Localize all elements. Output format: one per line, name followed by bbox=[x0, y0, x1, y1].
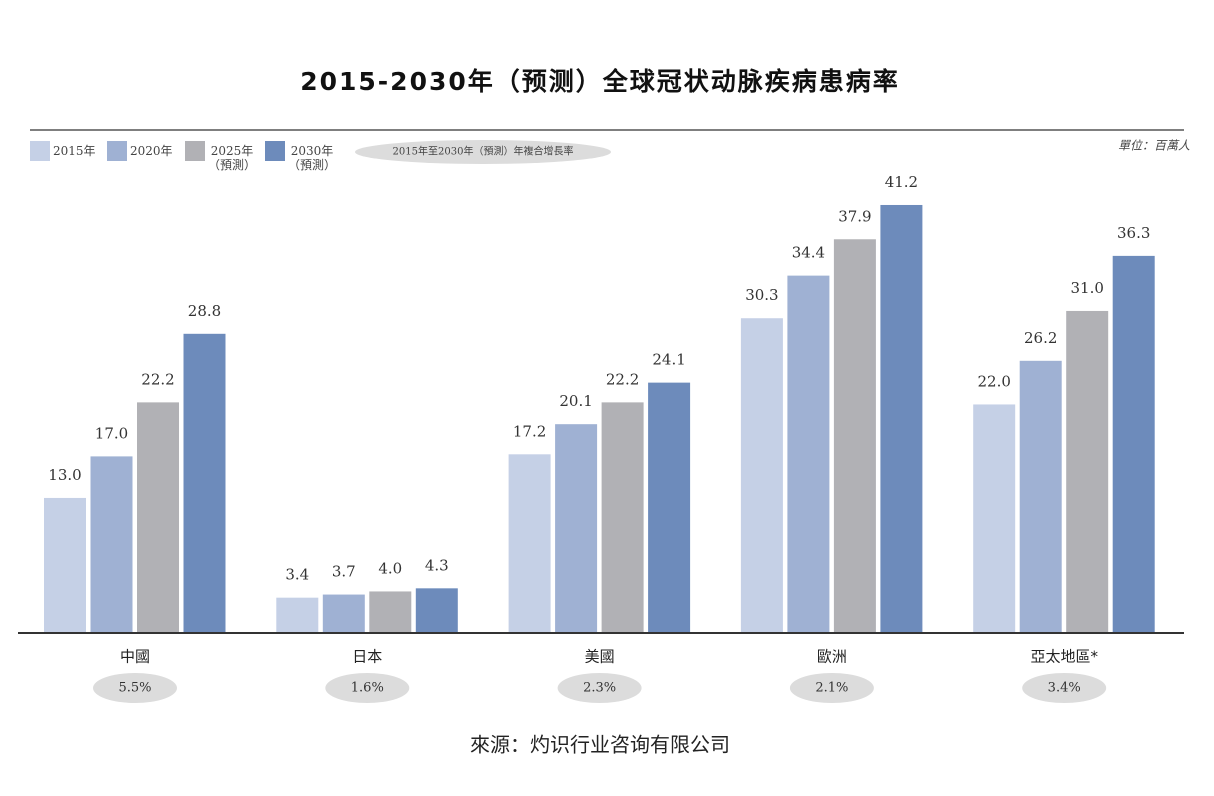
data-label: 17.0 bbox=[95, 424, 128, 442]
data-label: 37.9 bbox=[838, 207, 871, 225]
cagr-legend: 2015年至2030年（預測）年複合增長率 bbox=[393, 145, 574, 158]
bar bbox=[601, 402, 644, 633]
data-label: 20.1 bbox=[559, 392, 592, 410]
data-label: 34.4 bbox=[792, 244, 825, 262]
data-label: 4.3 bbox=[425, 556, 449, 574]
cagr-ellipse bbox=[93, 673, 177, 703]
cagr-ellipse bbox=[325, 673, 410, 703]
data-label: 26.2 bbox=[1024, 329, 1057, 347]
x-tick-label: 美國 bbox=[585, 648, 615, 666]
cagr-label: 1.6% bbox=[351, 681, 384, 696]
data-label: 30.3 bbox=[745, 286, 778, 304]
data-label: 41.2 bbox=[885, 173, 918, 191]
data-label: 3.4 bbox=[285, 566, 309, 584]
legend-label: 2015年 bbox=[53, 144, 96, 158]
legend-swatch bbox=[185, 141, 205, 161]
x-tick-label: 歐洲 bbox=[817, 648, 847, 666]
unit-label: 單位：百萬人 bbox=[1118, 139, 1190, 153]
cagr-label: 2.3% bbox=[583, 681, 616, 696]
chart-title: 2015-2030年（预测）全球冠状动脉疾病患病率 bbox=[300, 67, 900, 96]
cagr-legend-ellipse bbox=[355, 140, 611, 164]
bar bbox=[508, 454, 551, 633]
cagr-ellipse bbox=[557, 673, 642, 703]
bar bbox=[322, 594, 365, 633]
data-label: 4.0 bbox=[378, 559, 402, 577]
bar bbox=[740, 318, 783, 633]
bar bbox=[369, 591, 412, 633]
data-label: 28.8 bbox=[188, 302, 221, 320]
bar bbox=[137, 402, 179, 633]
bar bbox=[973, 404, 1016, 633]
legend-label: 2025年 （預測） bbox=[208, 144, 257, 172]
data-label: 24.1 bbox=[652, 351, 685, 369]
bar bbox=[787, 275, 830, 633]
bar bbox=[183, 333, 226, 633]
bar bbox=[1066, 310, 1109, 633]
data-label: 17.2 bbox=[513, 422, 546, 440]
data-label: 22.0 bbox=[977, 372, 1010, 390]
bar bbox=[880, 204, 923, 633]
cagr-ellipse bbox=[1022, 673, 1107, 703]
data-label: 36.3 bbox=[1117, 224, 1150, 242]
cagr-label: 5.5% bbox=[118, 681, 151, 696]
x-tick-label: 中國 bbox=[120, 648, 150, 666]
bar bbox=[833, 239, 876, 633]
bar bbox=[276, 597, 319, 633]
data-label: 22.2 bbox=[141, 370, 174, 388]
data-label: 3.7 bbox=[332, 563, 356, 581]
legend-label: 2030年 （預測） bbox=[288, 144, 337, 172]
bar bbox=[1112, 255, 1155, 633]
bar bbox=[44, 497, 86, 633]
data-label: 22.2 bbox=[606, 370, 639, 388]
data-label: 13.0 bbox=[48, 466, 81, 484]
source: 來源：灼识行业咨询有限公司 bbox=[470, 733, 730, 757]
bar bbox=[415, 588, 458, 633]
bar bbox=[1019, 360, 1062, 633]
bar bbox=[555, 424, 598, 633]
legend-swatch bbox=[30, 141, 50, 161]
cagr-label: 2.1% bbox=[815, 681, 848, 696]
legend-label: 2020年 bbox=[130, 144, 173, 158]
bar bbox=[648, 382, 691, 633]
x-tick-label: 亞太地區* bbox=[1030, 648, 1098, 666]
legend-swatch bbox=[107, 141, 127, 161]
bar bbox=[90, 456, 133, 633]
cagr-ellipse bbox=[789, 673, 874, 703]
cagr-label: 3.4% bbox=[1048, 681, 1081, 696]
x-tick-label: 日本 bbox=[352, 648, 382, 666]
data-label: 31.0 bbox=[1070, 279, 1103, 297]
legend-swatch bbox=[265, 141, 285, 161]
